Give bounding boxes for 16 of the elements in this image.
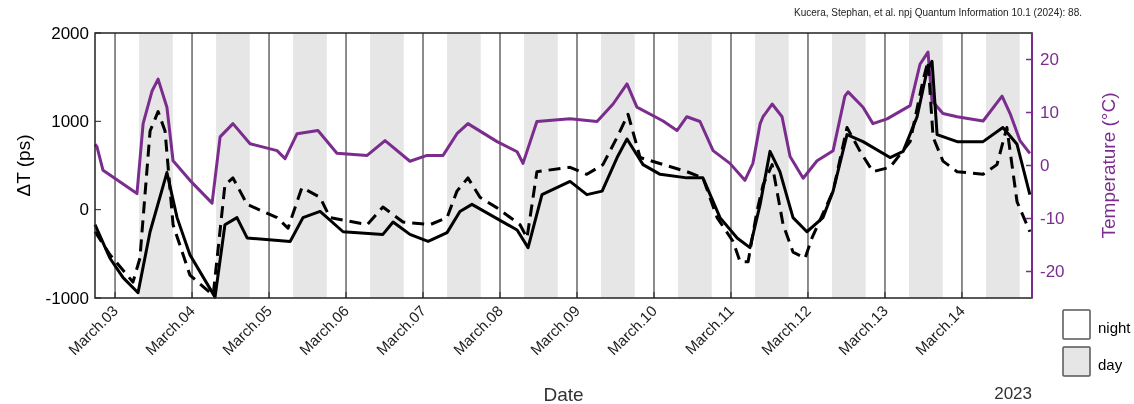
y2-tick-label: -10 bbox=[1040, 209, 1065, 228]
x-axis-title: Date bbox=[543, 384, 584, 404]
text: night bbox=[1098, 318, 1132, 336]
text: 2023 bbox=[994, 384, 1032, 403]
y2-tick-label: 10 bbox=[1040, 103, 1059, 122]
y2-tick-label: 0 bbox=[1040, 156, 1050, 175]
y-tick-label: -1000 bbox=[45, 288, 89, 308]
legend-label: day bbox=[1098, 355, 1123, 373]
y-tick-label: 0 bbox=[79, 200, 89, 220]
text: Kucera, Stephan, et al. npj Quantum Information 10.1 (2024): 88. bbox=[794, 7, 1082, 18]
y-axis-title: ΔT (ps) bbox=[13, 134, 34, 197]
y-tick-label: 2000 bbox=[51, 23, 89, 43]
y2-tick-label: -20 bbox=[1040, 262, 1065, 281]
y2-tick-label: 20 bbox=[1040, 50, 1059, 69]
y-tick-label: 1000 bbox=[51, 111, 89, 131]
y2-axis-title: Temperature (°C) bbox=[1098, 92, 1119, 239]
